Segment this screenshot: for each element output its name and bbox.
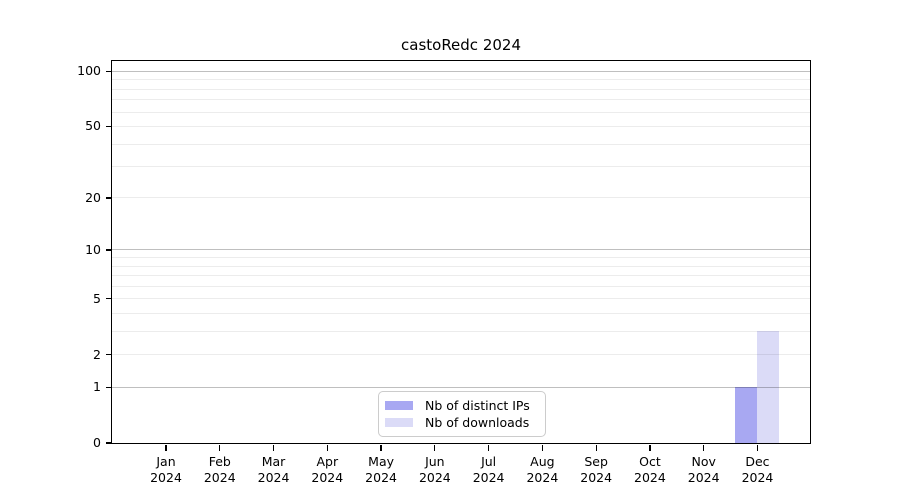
gridline-minor: [112, 79, 810, 81]
gridline-minor: [112, 257, 810, 259]
chart-title: castoRedc 2024: [401, 36, 521, 54]
x-tick-mark: [756, 444, 759, 451]
gridline-major: [112, 70, 810, 72]
y-tick-label: 1: [93, 379, 101, 395]
x-tick-mark: [165, 444, 167, 451]
y-tick-label: 10: [85, 241, 101, 257]
x-tick-mark: [649, 444, 651, 451]
gridline-minor: [112, 111, 810, 113]
y-tick-label: 5: [93, 290, 101, 306]
gridline-minor: [112, 88, 810, 90]
x-tick-mark: [541, 444, 544, 451]
legend-label-downloads: Nb of downloads: [425, 415, 530, 430]
gridline-minor: [112, 312, 810, 314]
x-tick-mark: [703, 444, 705, 451]
x-tick-label: Jan 2024: [150, 454, 182, 485]
gridline-major: [112, 386, 810, 388]
x-tick-mark: [272, 444, 275, 451]
gridline-minor: [112, 197, 810, 199]
y-tick-mark: [106, 249, 112, 251]
legend-label-distinct-ips: Nb of distinct IPs: [425, 398, 530, 413]
gridline-minor: [112, 166, 810, 168]
gridline-minor: [112, 143, 810, 145]
legend-entry-distinct-ips: Nb of distinct IPs: [385, 397, 537, 414]
y-tick-label: 0: [93, 435, 101, 450]
y-tick-mark: [106, 197, 112, 199]
y-tick-mark: [106, 386, 112, 388]
gridline-minor: [112, 99, 810, 101]
legend: Nb of distinct IPs Nb of downloads: [378, 391, 546, 437]
x-tick-label: Apr 2024: [311, 454, 344, 485]
x-tick-label: Dec 2024: [741, 454, 774, 485]
gridline-minor: [112, 354, 810, 356]
x-tick-mark: [380, 444, 382, 451]
y-tick-label: 50: [85, 118, 101, 134]
x-tick-mark: [487, 444, 490, 451]
gridline-minor: [112, 285, 810, 287]
x-tick-mark: [219, 444, 221, 451]
x-tick-label: Nov 2024: [687, 454, 720, 485]
distinct-ips-swatch-icon: [385, 400, 413, 411]
y-tick-label: 2: [93, 346, 101, 362]
x-tick-mark: [595, 444, 597, 451]
bar-nb-of-downloads: [757, 331, 780, 443]
downloads-swatch-icon: [385, 417, 413, 428]
y-tick-mark: [106, 353, 112, 356]
x-tick-label: May 2024: [365, 454, 397, 485]
x-tick-label: Jun 2024: [418, 454, 451, 485]
gridline-minor: [112, 125, 810, 127]
x-tick-label: Jul 2024: [472, 454, 505, 485]
gridline-minor: [112, 330, 810, 332]
legend-entry-downloads: Nb of downloads: [385, 414, 537, 431]
x-tick-mark: [434, 444, 436, 451]
bar-nb-of-distinct-ips: [735, 387, 758, 443]
y-tick-label: 20: [85, 189, 101, 205]
y-tick-mark: [106, 125, 112, 128]
gridline-minor: [112, 275, 810, 277]
gridline-major: [112, 249, 810, 251]
gridline-minor: [112, 298, 810, 300]
y-tick-mark: [106, 442, 112, 444]
x-tick-label: Mar 2024: [257, 454, 290, 485]
y-tick-label: 100: [77, 63, 101, 79]
x-tick-mark: [326, 444, 328, 451]
gridline-minor: [112, 265, 810, 267]
y-tick-mark: [106, 298, 112, 300]
x-tick-label: Feb 2024: [203, 454, 236, 485]
y-tick-mark: [106, 70, 112, 73]
x-tick-label: Aug 2024: [526, 454, 559, 485]
x-tick-label: Sep 2024: [580, 454, 613, 485]
x-tick-label: Oct 2024: [634, 454, 666, 485]
